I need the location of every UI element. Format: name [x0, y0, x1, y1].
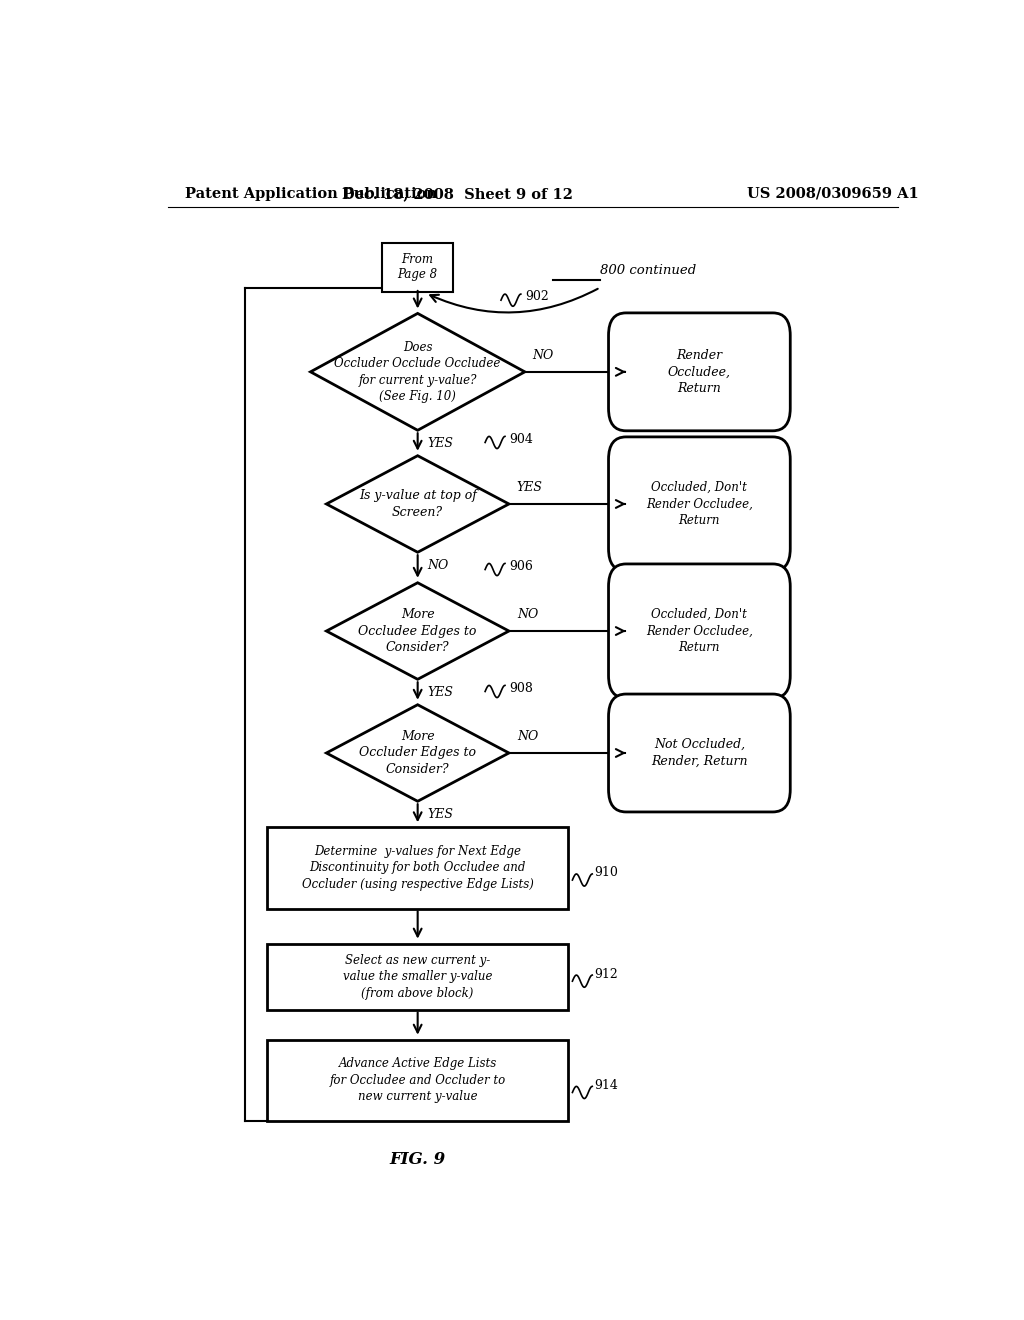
Text: Occluded, Don't
Render Occludee,
Return: Occluded, Don't Render Occludee, Return: [646, 480, 753, 527]
Text: NO: NO: [532, 348, 554, 362]
Text: Determine  y-values for Next Edge
Discontinuity for both Occludee and
Occluder (: Determine y-values for Next Edge Discont…: [302, 845, 534, 891]
Text: YES: YES: [427, 437, 454, 450]
Polygon shape: [327, 705, 509, 801]
Text: 912: 912: [595, 968, 618, 981]
Text: Dec. 18, 2008  Sheet 9 of 12: Dec. 18, 2008 Sheet 9 of 12: [342, 187, 572, 201]
Text: NO: NO: [517, 607, 539, 620]
Text: 800 continued: 800 continued: [600, 264, 696, 277]
Bar: [382, 243, 454, 292]
Text: More
Occludee Edges to
Consider?: More Occludee Edges to Consider?: [358, 609, 477, 653]
Text: 902: 902: [524, 290, 549, 304]
Text: 914: 914: [595, 1078, 618, 1092]
Text: 910: 910: [595, 866, 618, 879]
Text: From
Page 8: From Page 8: [397, 253, 437, 281]
Text: YES: YES: [517, 480, 543, 494]
Text: Occluded, Don't
Render Occludee,
Return: Occluded, Don't Render Occludee, Return: [646, 609, 753, 653]
Bar: [267, 828, 568, 908]
FancyBboxPatch shape: [608, 313, 791, 430]
Bar: [267, 944, 568, 1010]
Text: Not Occluded,
Render, Return: Not Occluded, Render, Return: [651, 738, 748, 768]
Text: NO: NO: [517, 730, 539, 743]
Text: More
Occluder Edges to
Consider?: More Occluder Edges to Consider?: [359, 730, 476, 776]
Text: Advance Active Edge Lists
for Occludee and Occluder to
new current y-value: Advance Active Edge Lists for Occludee a…: [330, 1057, 506, 1104]
Text: Render
Occludee,
Return: Render Occludee, Return: [668, 348, 731, 395]
Polygon shape: [327, 582, 509, 680]
Text: YES: YES: [427, 808, 454, 821]
Polygon shape: [327, 455, 509, 552]
Text: 904: 904: [509, 433, 532, 446]
Text: Is y-value at top of
Screen?: Is y-value at top of Screen?: [358, 490, 476, 519]
Text: NO: NO: [427, 558, 449, 572]
FancyBboxPatch shape: [608, 564, 791, 698]
Text: Patent Application Publication: Patent Application Publication: [185, 187, 437, 201]
Text: Does
Occluder Occlude Occludee
for current y-value?
(See Fig. 10): Does Occluder Occlude Occludee for curre…: [335, 341, 501, 403]
FancyBboxPatch shape: [608, 694, 791, 812]
Text: YES: YES: [427, 685, 454, 698]
FancyBboxPatch shape: [608, 437, 791, 572]
Text: Select as new current y-
value the smaller y-value
(from above block): Select as new current y- value the small…: [343, 953, 493, 999]
Text: FIG. 9: FIG. 9: [389, 1151, 445, 1168]
Polygon shape: [310, 313, 524, 430]
Text: 906: 906: [509, 560, 532, 573]
Text: US 2008/0309659 A1: US 2008/0309659 A1: [748, 187, 919, 201]
Bar: [267, 1040, 568, 1121]
Text: 908: 908: [509, 681, 532, 694]
